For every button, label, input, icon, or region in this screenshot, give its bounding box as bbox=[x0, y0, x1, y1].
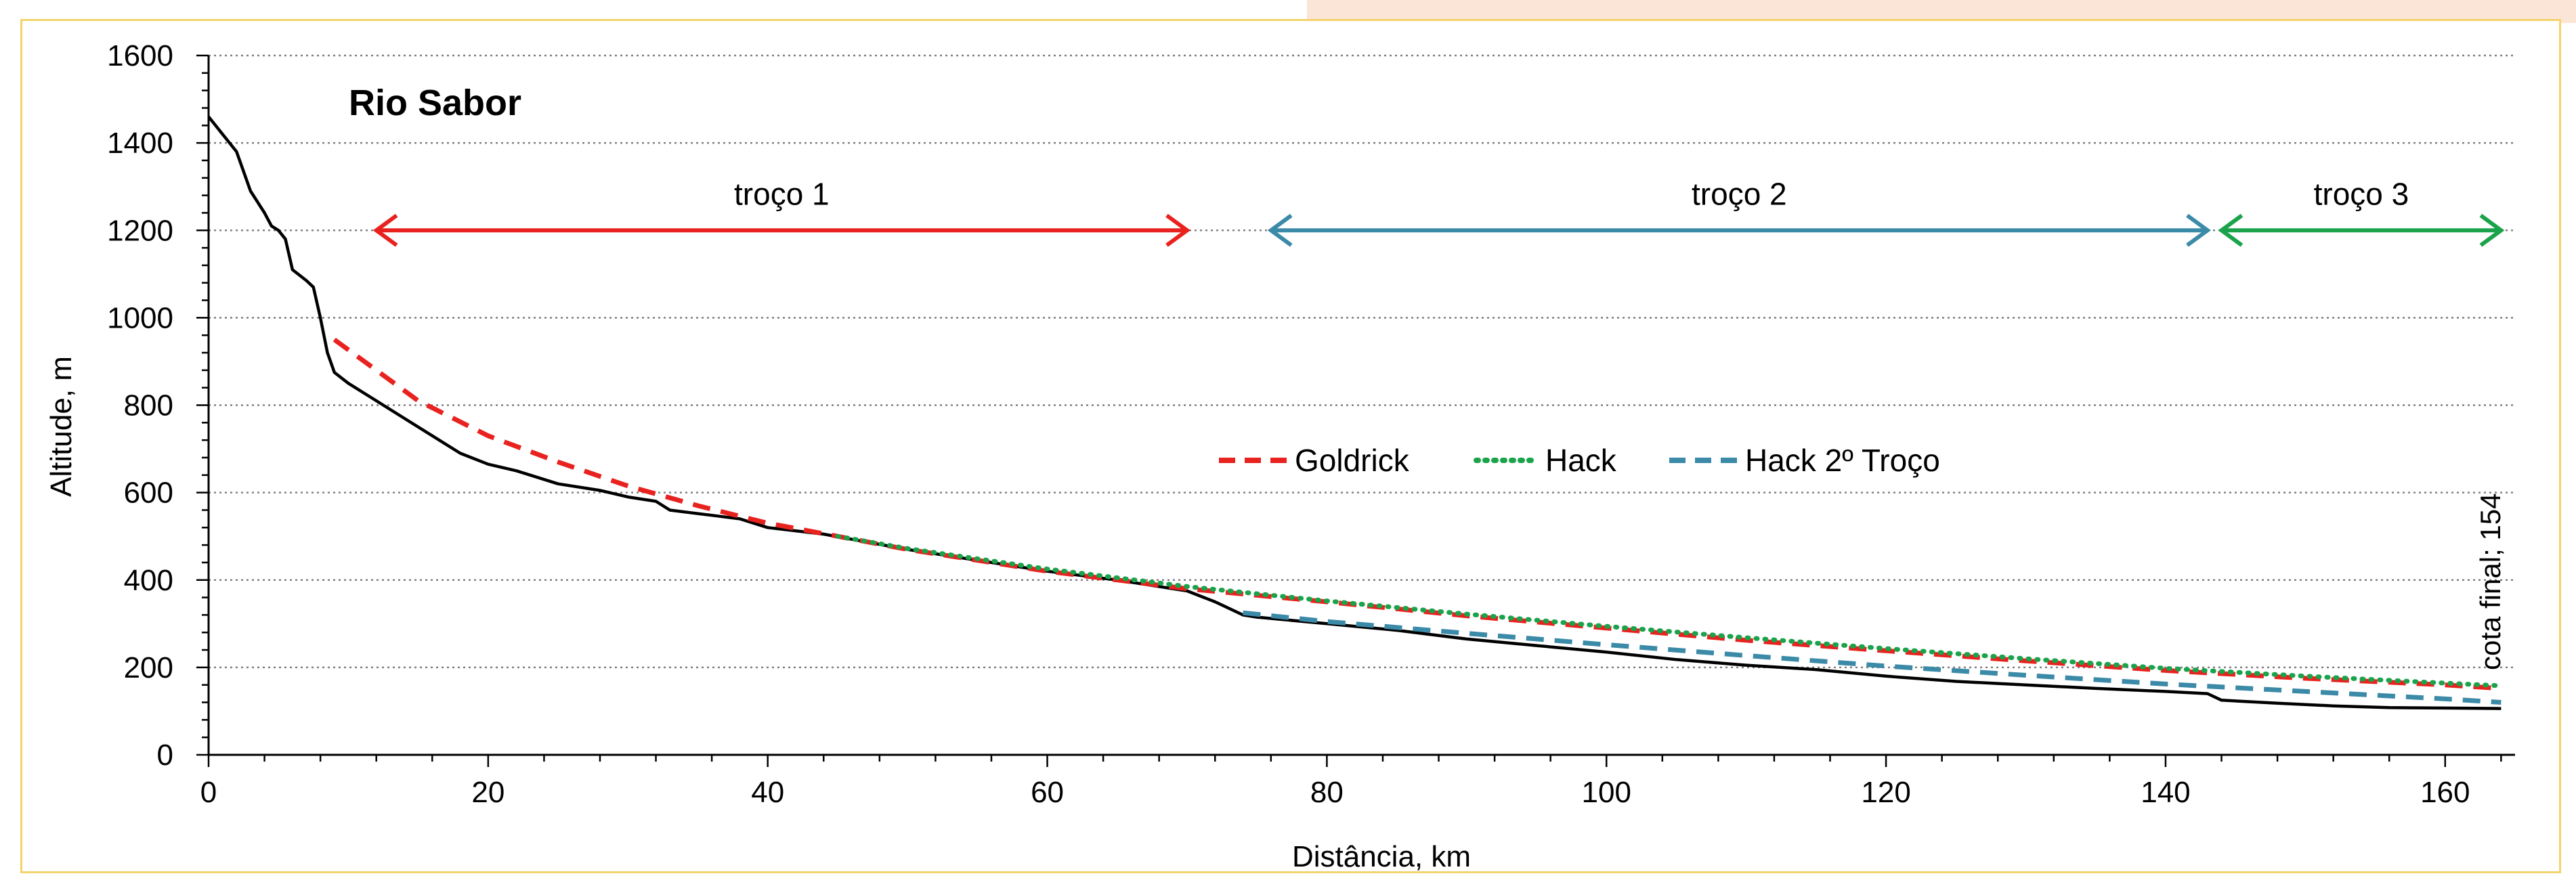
y-tick-label: 200 bbox=[124, 651, 173, 684]
series-line-hack-2-tro-o bbox=[1243, 610, 2502, 705]
y-tick-label: 400 bbox=[124, 564, 173, 597]
grid-layer bbox=[209, 54, 2515, 669]
y-tick-label: 1400 bbox=[107, 127, 173, 160]
segment-label-1: troço 1 bbox=[734, 176, 830, 211]
legend-goldrick-label: Goldrick bbox=[1295, 443, 1410, 478]
x-tick-label: 40 bbox=[751, 776, 784, 809]
chart-title: Rio Sabor bbox=[349, 83, 521, 123]
series-line-river-profile bbox=[207, 115, 2502, 710]
series-line-goldrick bbox=[332, 337, 2502, 691]
segment-arrowhead-left bbox=[372, 213, 398, 247]
segment-label-3: troço 3 bbox=[2314, 176, 2409, 211]
segment-arrowhead-right bbox=[2186, 213, 2211, 247]
legend-hack-label: Hack bbox=[1545, 443, 1617, 478]
series-layer bbox=[207, 115, 2504, 710]
y-tick-label: 1600 bbox=[107, 39, 173, 72]
x-tick-label: 60 bbox=[1031, 776, 1064, 809]
axes-layer: 0 20 40 60 80 100 120 140 1600200400600800100012… bbox=[107, 39, 2515, 809]
segment-arrowhead-left bbox=[1267, 213, 1293, 247]
segment-arrow-2: troço 2 bbox=[1267, 176, 2211, 247]
y-tick-label: 0 bbox=[157, 739, 173, 772]
legend-hack2-label: Hack 2º Troço bbox=[1745, 443, 1940, 478]
x-tick-label: 0 bbox=[200, 776, 217, 809]
segment-label-2: troço 2 bbox=[1692, 176, 1787, 211]
x-tick-label: 160 bbox=[2420, 776, 2470, 809]
x-tick-label: 20 bbox=[471, 776, 505, 809]
legend: Goldrick Hack Hack 2º Troço bbox=[1219, 443, 1940, 478]
segments-layer: troço 1 troço 2 troço 3 bbox=[372, 176, 2505, 247]
segment-arrowhead-left bbox=[2218, 213, 2244, 247]
x-tick-label: 140 bbox=[2141, 776, 2190, 809]
segment-arrowhead-right bbox=[2479, 213, 2505, 247]
x-tick-label: 100 bbox=[1582, 776, 1631, 809]
y-tick-label: 600 bbox=[124, 477, 173, 510]
segment-arrowhead-right bbox=[1165, 213, 1191, 247]
series-line-hack bbox=[835, 533, 2504, 688]
chart-frame bbox=[20, 19, 2561, 873]
annotation-cota-final: cota final; 154 bbox=[2474, 493, 2506, 670]
y-tick-label: 1200 bbox=[107, 214, 173, 247]
segment-arrow-1: troço 1 bbox=[372, 176, 1191, 247]
y-tick-label: 1000 bbox=[107, 301, 173, 334]
x-tick-label: 120 bbox=[1861, 776, 1910, 809]
y-axis-title: Altitude, m bbox=[45, 356, 78, 497]
y-tick-label: 800 bbox=[124, 389, 173, 422]
segment-arrow-3: troço 3 bbox=[2218, 176, 2505, 247]
x-axis-title: Distância, km bbox=[1292, 840, 1471, 873]
x-tick-label: 80 bbox=[1310, 776, 1344, 809]
